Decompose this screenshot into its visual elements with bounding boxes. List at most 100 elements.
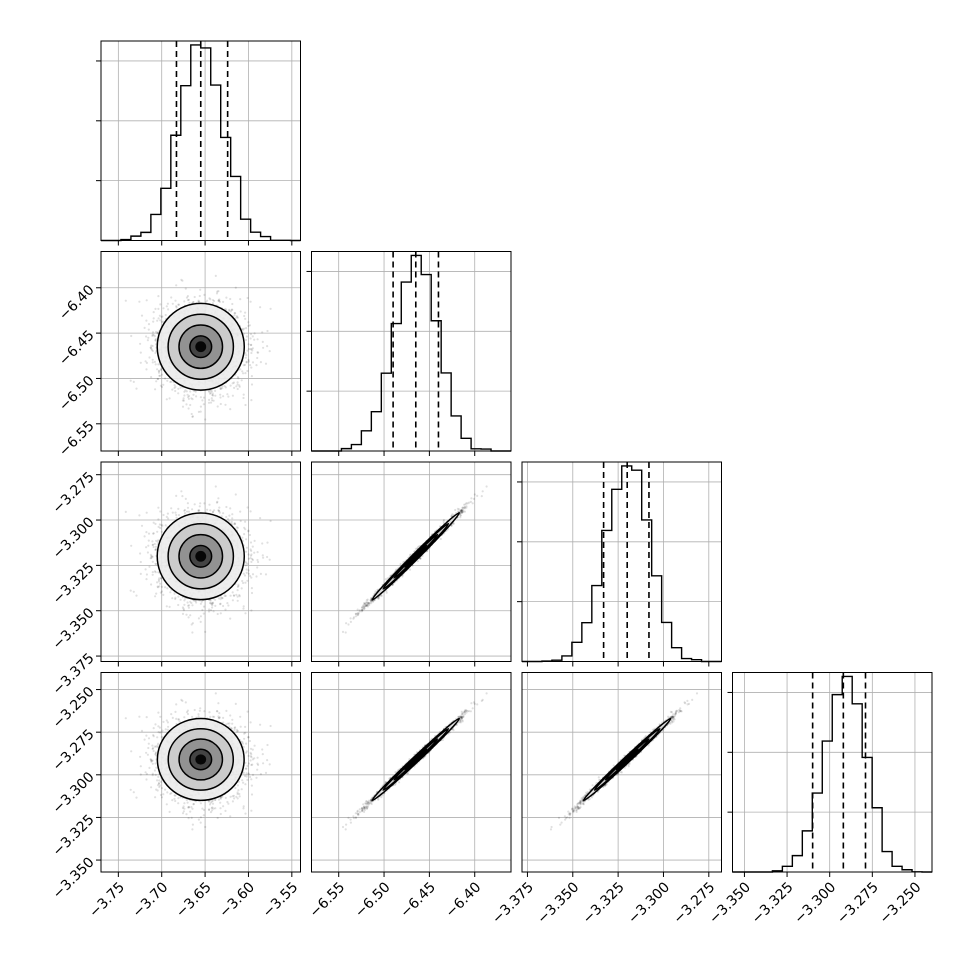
sample-point [236, 376, 239, 379]
sample-point [152, 333, 155, 337]
sample-point [245, 568, 248, 571]
sample-point [210, 603, 213, 606]
histogram-step [732, 675, 932, 873]
sample-point [239, 298, 242, 301]
sample-point [245, 327, 248, 330]
sample-point [198, 509, 201, 512]
sample-point [224, 403, 227, 406]
sample-point [167, 308, 170, 311]
histogram-panel [517, 461, 722, 667]
sample-point [233, 314, 236, 317]
sample-point [191, 398, 194, 401]
sample-point [241, 328, 244, 332]
sample-point [193, 295, 196, 299]
sample-point [248, 324, 251, 327]
sample-point [246, 296, 249, 300]
sample-point [177, 514, 181, 517]
sample-point [256, 566, 259, 569]
sample-point [191, 604, 194, 607]
sample-point [253, 551, 256, 554]
sample-point [220, 515, 223, 518]
sample-point [230, 520, 233, 524]
sample-point [198, 294, 201, 298]
sample-point [165, 305, 168, 308]
sample-point [145, 531, 148, 534]
sample-point [219, 596, 222, 599]
sample-point [235, 593, 238, 596]
sample-point [222, 300, 225, 303]
sample-point [156, 585, 159, 588]
sample-point [231, 513, 234, 516]
sample-point [249, 348, 252, 351]
sample-point [135, 387, 138, 390]
sample-point [188, 394, 191, 398]
sample-point [250, 366, 253, 369]
sample-point [157, 370, 160, 373]
sample-point [219, 602, 222, 605]
sample-point [155, 539, 158, 542]
sample-point [213, 509, 216, 512]
sample-point [224, 307, 227, 311]
sample-point [147, 532, 151, 535]
sample-point [231, 591, 234, 594]
sample-point [259, 361, 262, 364]
sample-point [247, 569, 250, 572]
sample-point [221, 387, 224, 390]
sample-point [243, 363, 247, 366]
sample-point [197, 509, 200, 513]
sample-point [162, 383, 165, 386]
sample-point [207, 610, 211, 613]
sample-point [211, 606, 214, 609]
sample-point [159, 526, 162, 530]
sample-point [216, 500, 219, 503]
sample-point [177, 303, 181, 306]
sample-point [197, 410, 200, 413]
sample-point [177, 303, 180, 306]
sample-point [246, 562, 249, 566]
sample-point [173, 386, 176, 390]
sample-point [244, 372, 247, 375]
sample-point [250, 375, 253, 378]
sample-point [144, 360, 147, 363]
sample-point [158, 369, 161, 372]
sample-point [245, 571, 248, 574]
sample-point [238, 595, 241, 598]
sample-point [173, 592, 176, 595]
contour-line [156, 302, 246, 391]
sample-point [170, 380, 173, 383]
sample-point [250, 591, 254, 595]
sample-point [244, 564, 247, 567]
sample-point [210, 390, 213, 393]
sample-point [244, 317, 247, 320]
axes-frame [100, 251, 301, 452]
sample-point [154, 338, 157, 341]
sample-point [145, 319, 148, 322]
axes-frame [311, 251, 512, 452]
sample-point [219, 387, 222, 390]
sample-point [157, 363, 160, 366]
sample-point [245, 538, 248, 541]
sample-point [214, 389, 217, 392]
sample-point [184, 287, 187, 290]
sample-point [262, 346, 265, 349]
sample-point [242, 581, 245, 585]
sample-point [219, 396, 222, 399]
histogram-step [522, 465, 722, 663]
sample-point [159, 319, 162, 322]
sample-point [211, 392, 214, 395]
sample-point [238, 385, 241, 388]
sample-point [166, 379, 169, 382]
panel-content [124, 274, 272, 421]
sample-point [145, 335, 148, 338]
sample-point [229, 297, 232, 301]
sample-point [151, 358, 154, 361]
sample-point [255, 575, 258, 578]
sample-point [250, 587, 253, 590]
sample-point [147, 544, 150, 547]
sample-point [155, 592, 158, 595]
sample-point [232, 381, 235, 384]
sample-point [158, 374, 161, 377]
sample-point [151, 560, 154, 563]
sample-point [135, 594, 138, 597]
